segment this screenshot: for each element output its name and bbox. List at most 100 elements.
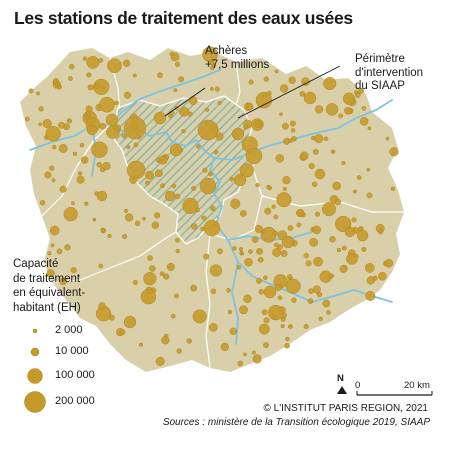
station-dot <box>167 113 173 119</box>
station-dot <box>98 263 104 269</box>
station-dot <box>275 154 284 163</box>
station-dot <box>244 258 253 267</box>
station-dot <box>122 59 131 67</box>
station-dot <box>279 112 283 117</box>
station-dot <box>170 313 176 319</box>
station-dot <box>213 149 219 155</box>
station-dot <box>86 124 98 136</box>
station-dot <box>59 185 67 193</box>
station-dot <box>178 76 185 83</box>
station-dot <box>256 277 262 284</box>
station-dot <box>366 192 373 199</box>
legend-title-line2: de traitement <box>13 272 81 285</box>
station-dot <box>338 113 344 119</box>
station-dot <box>119 329 126 335</box>
station-dot <box>361 246 367 252</box>
station-dot <box>94 83 100 89</box>
station-dot <box>210 288 217 295</box>
station-dot <box>157 72 163 79</box>
station-dot <box>125 213 134 222</box>
station-dot <box>169 51 175 57</box>
station-dot <box>323 136 329 142</box>
station-dot <box>51 178 56 183</box>
station-dot <box>299 91 306 97</box>
station-dot <box>71 201 75 205</box>
station-dot <box>385 136 390 141</box>
station-dot <box>308 162 315 169</box>
station-dot <box>201 215 207 221</box>
station-dot <box>312 285 321 294</box>
station-dot <box>232 246 237 251</box>
station-dot <box>372 275 378 281</box>
station-dot <box>314 168 326 180</box>
station-dot <box>205 107 210 112</box>
station-dot <box>330 149 336 154</box>
station-dot <box>258 288 265 295</box>
perimetre-line1: Périmètre <box>355 53 405 65</box>
station-dot <box>38 122 43 126</box>
station-dot <box>100 227 106 233</box>
station-dot <box>192 309 207 324</box>
legend-dot-2000 <box>32 328 38 334</box>
station-dot <box>341 245 347 251</box>
station-dot <box>58 144 68 153</box>
station-dot <box>378 229 384 235</box>
station-dot <box>281 312 288 318</box>
station-dot <box>126 160 146 180</box>
station-dot <box>181 129 186 134</box>
station-dot <box>44 171 52 179</box>
station-dot <box>53 78 59 84</box>
station-dot <box>186 338 192 344</box>
station-dot <box>147 255 153 261</box>
station-dot <box>243 124 249 130</box>
station-dot <box>106 125 120 139</box>
station-dot <box>344 226 356 238</box>
station-dot <box>199 177 217 195</box>
station-dot <box>84 201 89 206</box>
station-dot <box>49 225 60 236</box>
station-dot <box>358 226 363 232</box>
station-dot <box>93 78 110 96</box>
station-dot <box>82 56 87 61</box>
station-dot <box>282 186 287 191</box>
station-dot <box>46 269 55 278</box>
legend-dot-10000 <box>30 347 40 357</box>
station-dot <box>322 202 337 217</box>
legend-symbols <box>24 328 46 413</box>
station-dot <box>266 184 271 189</box>
station-dot <box>378 271 387 281</box>
station-dot <box>233 173 247 187</box>
legend-dot-100000 <box>27 368 43 384</box>
station-dot <box>243 352 247 357</box>
station-dot <box>326 310 331 315</box>
station-dot <box>351 217 357 223</box>
station-dot <box>318 316 323 322</box>
station-dot <box>273 230 278 236</box>
station-dot <box>126 145 131 150</box>
station-dot <box>203 253 210 260</box>
station-dot <box>140 289 157 305</box>
station-dot <box>86 56 100 69</box>
station-dot <box>151 221 160 229</box>
station-dot <box>154 169 163 178</box>
station-dot <box>256 247 263 255</box>
legend-label-2000: 2 000 <box>55 324 83 336</box>
station-dot <box>209 65 215 71</box>
station-dot <box>305 260 312 267</box>
station-dot <box>336 248 342 253</box>
station-dot <box>28 88 34 94</box>
station-dot <box>263 76 269 82</box>
station-dot <box>98 58 104 63</box>
station-dot <box>290 128 296 133</box>
station-dot <box>38 106 44 112</box>
station-dot <box>174 293 179 299</box>
station-dot <box>355 92 361 98</box>
station-dot <box>164 190 176 202</box>
station-dot <box>303 324 309 330</box>
station-dot <box>159 271 165 277</box>
station-dot <box>239 251 244 255</box>
station-dot <box>121 133 127 139</box>
station-dot <box>64 244 71 251</box>
station-dot <box>314 134 324 144</box>
station-dot <box>86 72 92 78</box>
